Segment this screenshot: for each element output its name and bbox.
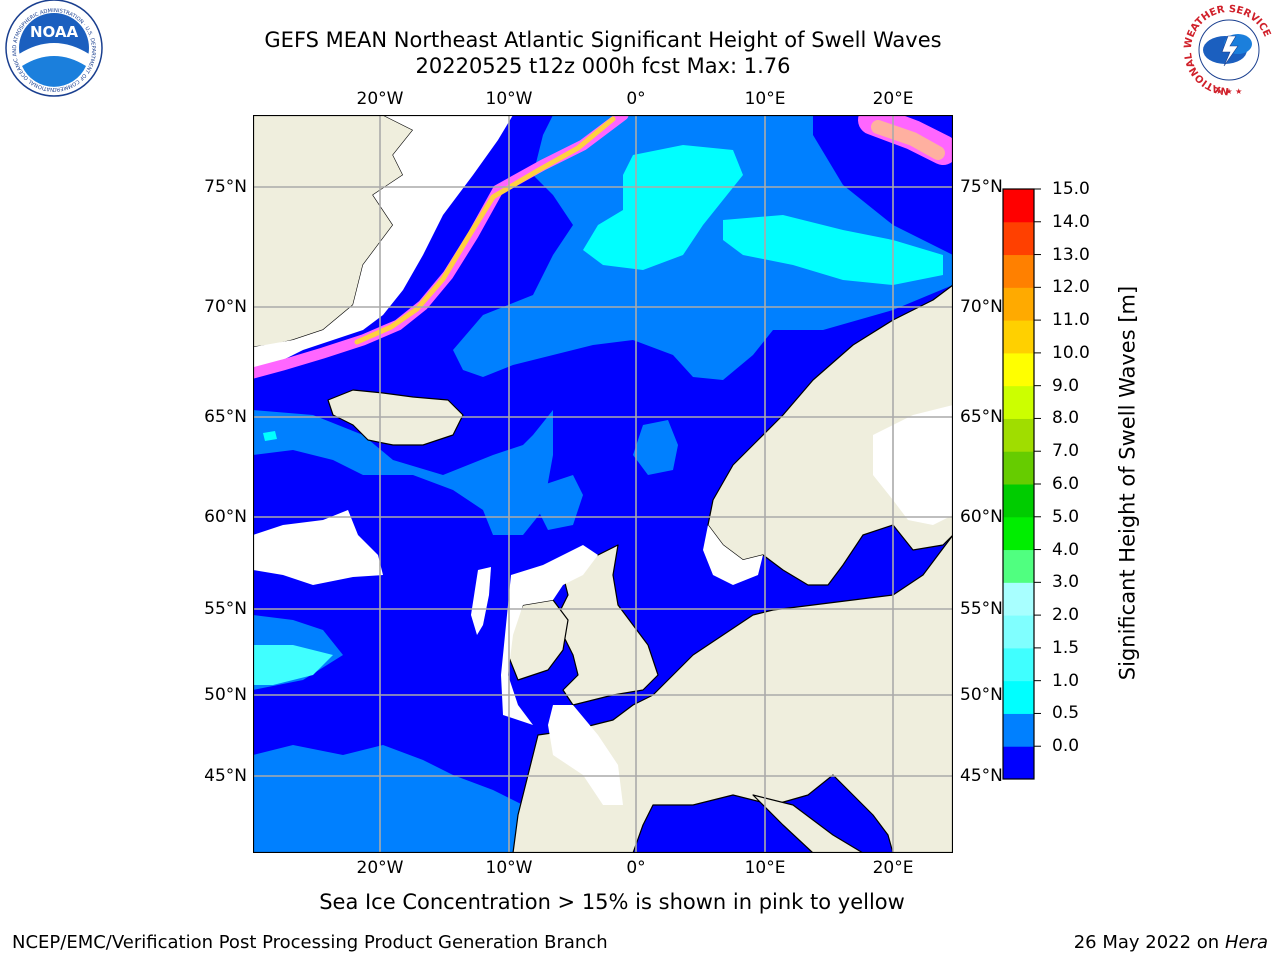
colorbar-bin <box>1003 615 1034 649</box>
colorbar-tick-label: 7.0 <box>1052 441 1080 462</box>
colorbar-tick-label: 2.0 <box>1052 605 1080 626</box>
colorbar-tick-label: 1.0 <box>1052 670 1080 691</box>
atlantic-white-patch <box>253 510 383 585</box>
colorbar-tick-label: 0.5 <box>1052 703 1080 724</box>
atlantic-west-core <box>253 645 333 685</box>
lat-tick-right-60n: 60°N <box>960 507 1003 527</box>
plot-subtitle: 20220525 t12z 000h fcst Max: 1.76 <box>415 54 791 78</box>
footer-credit: NCEP/EMC/Verification Post Processing Pr… <box>12 932 608 953</box>
swell-1p0-1p5-regions <box>253 145 943 685</box>
iceland-south-region <box>253 410 553 535</box>
biscay-south-region <box>253 745 573 853</box>
lat-tick-left-65n: 65°N <box>204 407 247 427</box>
lon-tick-top-20w: 20°W <box>356 89 404 109</box>
colorbar-bin <box>1003 484 1034 518</box>
colorbar-bin <box>1003 516 1034 551</box>
ireland-white-margin <box>501 545 598 725</box>
sea-ice-caption: Sea Ice Concentration > 15% is shown in … <box>319 890 905 914</box>
lon-tick-bottom-0: 0° <box>626 858 646 878</box>
footer-machine: Hera <box>1224 932 1268 953</box>
colorbar-bin <box>1003 549 1034 583</box>
lat-tick-left-55n: 55°N <box>204 599 247 619</box>
lon-tick-top-10w: 10°W <box>485 89 533 109</box>
barents-core <box>723 215 943 285</box>
colorbar-bin <box>1003 254 1034 288</box>
colorbar <box>1002 188 1041 780</box>
svalbard-ice-core <box>871 120 945 160</box>
colorbar-tick-label: 6.0 <box>1052 474 1080 494</box>
lon-tick-top-20e: 20°E <box>872 89 914 109</box>
colorbar-bin <box>1003 451 1034 485</box>
colorbar-tick-label: 9.0 <box>1052 375 1080 396</box>
europe-mainland-land <box>512 534 953 853</box>
plot-title: GEFS MEAN Northeast Atlantic Significant… <box>264 28 942 52</box>
lon-tick-bottom-10w: 10°W <box>485 858 533 878</box>
lon-tick-bottom-20w: 20°W <box>356 858 404 878</box>
colorbar-bin <box>1003 582 1034 616</box>
noaa-logo-text: NOAA <box>30 23 79 41</box>
sea-ice-edge <box>253 115 953 379</box>
colorbar-bin <box>1003 713 1034 747</box>
colorbar-tick-label: 10.0 <box>1052 342 1090 363</box>
lon-tick-top-10e: 10°E <box>744 89 786 109</box>
north-sea-white-coast <box>703 525 763 585</box>
colorbar-bin <box>1003 746 1034 780</box>
colorbar-tick-label: 12.0 <box>1052 277 1090 298</box>
rockall-white-patch <box>471 567 491 635</box>
lat-tick-right-45n: 45°N <box>960 766 1003 786</box>
colorbar-tick-label: 0.0 <box>1052 736 1080 757</box>
colorbar-tick-label: 14.0 <box>1052 211 1090 232</box>
lat-tick-left-75n: 75°N <box>204 177 247 197</box>
map-frame <box>253 115 953 853</box>
footer-date: 26 May 2022 on Hera <box>1074 932 1268 953</box>
colorbar-tick-label: 11.0 <box>1052 310 1090 331</box>
colorbar-bin <box>1003 287 1034 321</box>
colorbar-title: Significant Height of Swell Waves [m] <box>1115 285 1140 681</box>
iceland-southwest-core <box>263 431 277 441</box>
lat-tick-right-75n: 75°N <box>960 177 1003 197</box>
lon-tick-bottom-20e: 20°E <box>872 858 914 878</box>
colorbar-bin <box>1003 647 1034 682</box>
land-masses <box>253 115 953 853</box>
lat-tick-left-45n: 45°N <box>204 766 247 786</box>
colorbar-tick-label: 5.0 <box>1052 506 1080 527</box>
nws-logo: NATIONAL WEATHER SERVICE ★ ★ ★ <box>1183 4 1275 96</box>
swell-0p5-1p0-regions <box>253 115 953 853</box>
lat-tick-left-60n: 60°N <box>204 507 247 527</box>
fram-strait-core <box>583 145 743 270</box>
colorbar-bin <box>1003 221 1034 256</box>
colorbar-bin <box>1003 385 1034 419</box>
greenland-coast-gap <box>253 115 513 370</box>
italy-land <box>752 794 864 853</box>
map-panel <box>253 115 953 853</box>
lat-tick-right-55n: 55°N <box>960 599 1003 619</box>
lon-tick-top-0: 0° <box>626 89 646 109</box>
colorbar-tick-label: 15.0 <box>1052 179 1090 199</box>
lat-tick-left-70n: 70°N <box>204 297 247 317</box>
lat-tick-right-65n: 65°N <box>960 407 1003 427</box>
graticule <box>253 115 953 853</box>
biscay-white-patch <box>548 705 623 805</box>
footer-date-text: 26 May 2022 on <box>1073 932 1220 953</box>
colorbar-bin <box>1003 320 1034 354</box>
greenland-ice-edge-inner <box>354 116 616 345</box>
colorbar-tick-label: 3.0 <box>1052 572 1080 593</box>
colorbar-title-box: Significant Height of Swell Waves [m] <box>1102 186 1154 780</box>
colorbar-bin <box>1003 680 1034 714</box>
lat-tick-right-70n: 70°N <box>960 297 1003 317</box>
svg-text:★ ★ ★: ★ ★ ★ <box>1216 87 1243 96</box>
colorbar-bin <box>1003 352 1034 387</box>
norwegian-sea-region <box>453 115 953 380</box>
lat-tick-right-50n: 50°N <box>960 685 1003 705</box>
lon-tick-bottom-10e: 10°E <box>744 858 786 878</box>
colorbar-tick-label: 1.5 <box>1052 637 1080 658</box>
colorbar-bin <box>1003 189 1034 223</box>
lat-tick-left-50n: 50°N <box>204 685 247 705</box>
colorbar-bin <box>1003 418 1034 452</box>
colorbar-tick-label: 8.0 <box>1052 408 1080 429</box>
colorbar-tick-label: 13.0 <box>1052 244 1090 265</box>
north-sea-east-region <box>633 420 678 475</box>
colorbar-tick-label: 4.0 <box>1052 539 1080 560</box>
noaa-logo: NOAA NATIONAL OCEANIC AND ATMOSPHERIC AD… <box>2 0 103 97</box>
